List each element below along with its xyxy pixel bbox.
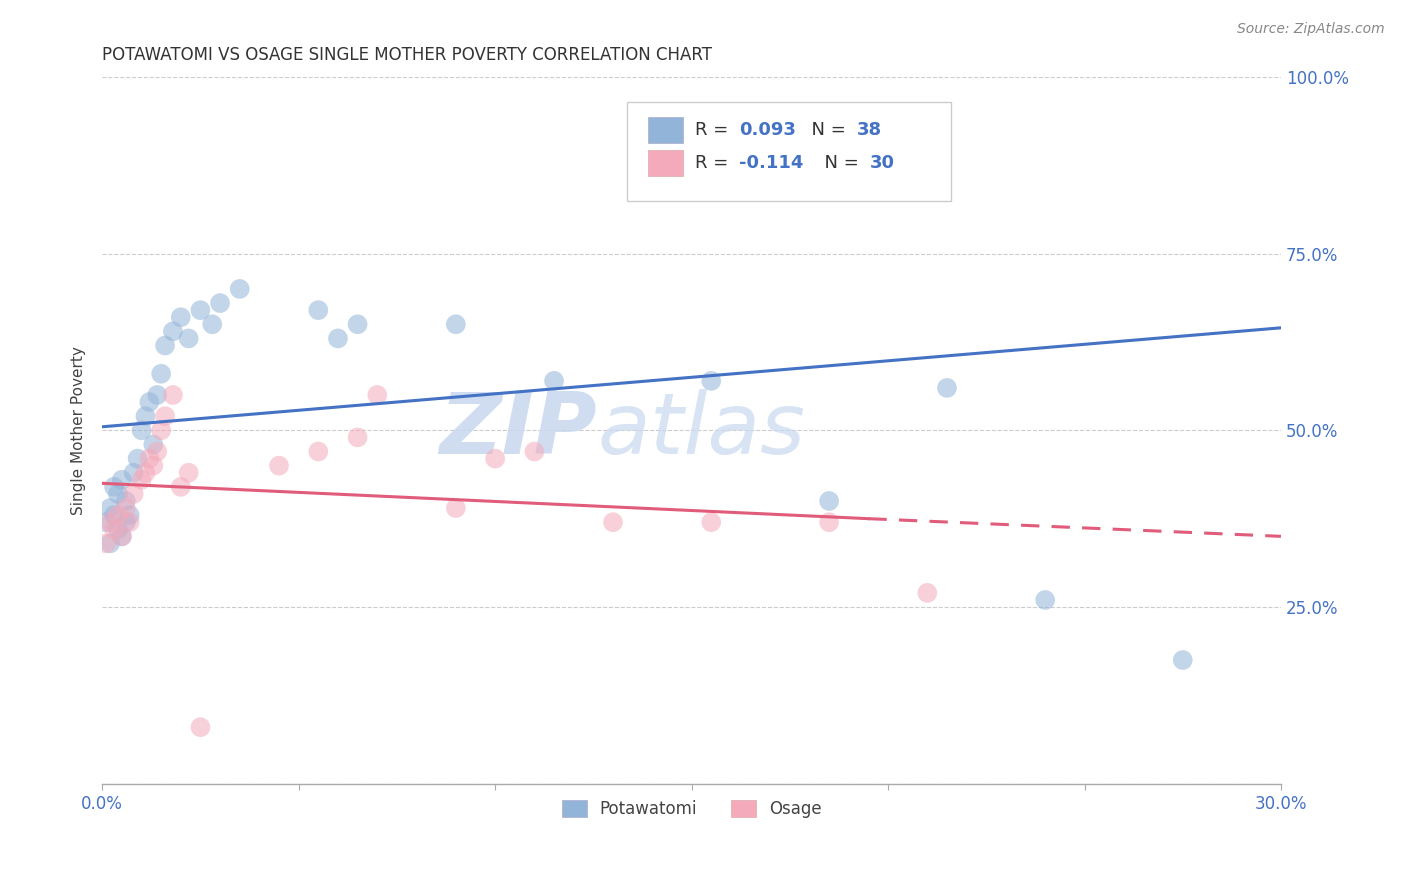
Point [523,444,546,458]
Point [150,423,173,437]
Text: POTAWATOMI VS OSAGE SINGLE MOTHER POVERTY CORRELATION CHART: POTAWATOMI VS OSAGE SINGLE MOTHER POVERT… [103,46,713,64]
Point [142,437,165,451]
Point [94,536,117,550]
Point [138,395,160,409]
Point [177,331,200,345]
Point [103,508,125,523]
Point [201,318,224,332]
Legend: Potawatomi, Osage: Potawatomi, Osage [555,793,828,825]
Point [94,515,117,529]
Point [111,529,134,543]
Text: R =: R = [695,154,734,172]
Point [111,529,134,543]
Point [170,310,193,325]
Point [118,508,141,523]
Point [98,515,121,529]
Point [346,318,368,332]
Point [118,515,141,529]
Text: 0.093: 0.093 [738,121,796,139]
Point [700,515,723,529]
Point [602,515,624,529]
Point [146,444,169,458]
Point [153,409,176,424]
Text: R =: R = [695,121,734,139]
Point [127,451,149,466]
FancyBboxPatch shape [648,117,683,143]
FancyBboxPatch shape [648,151,683,176]
Text: ZIP: ZIP [440,389,598,472]
Point [346,430,368,444]
Point [229,282,252,296]
Point [131,473,153,487]
Point [307,444,329,458]
Point [153,338,176,352]
Text: N =: N = [813,154,865,172]
Point [103,480,125,494]
Point [107,522,129,536]
Point [444,318,467,332]
Point [98,536,121,550]
Point [1171,653,1194,667]
Point [98,501,121,516]
Point [818,494,841,508]
Point [114,494,136,508]
Point [209,296,232,310]
Point [917,586,939,600]
Text: 38: 38 [856,121,882,139]
Point [142,458,165,473]
Point [170,480,193,494]
Point [114,501,136,516]
Text: -0.114: -0.114 [738,154,803,172]
Point [484,451,506,466]
FancyBboxPatch shape [627,102,950,201]
Point [107,508,129,523]
Point [444,501,467,516]
Point [107,487,129,501]
Point [162,388,184,402]
Point [818,515,841,529]
Point [307,303,329,318]
Point [134,466,156,480]
Point [111,473,134,487]
Point [267,458,290,473]
Point [131,423,153,437]
Point [177,466,200,480]
Point [146,388,169,402]
Point [138,451,160,466]
Text: Source: ZipAtlas.com: Source: ZipAtlas.com [1237,22,1385,37]
Point [936,381,959,395]
Point [543,374,565,388]
Text: N =: N = [800,121,852,139]
Point [122,487,145,501]
Point [366,388,388,402]
Text: atlas: atlas [598,389,806,472]
Point [190,720,212,734]
Point [1033,593,1056,607]
Point [326,331,349,345]
Point [150,367,173,381]
Point [700,374,723,388]
Point [122,466,145,480]
Point [103,522,125,536]
Text: 30: 30 [869,154,894,172]
Point [134,409,156,424]
Point [162,324,184,338]
Y-axis label: Single Mother Poverty: Single Mother Poverty [72,346,86,515]
Point [190,303,212,318]
Point [114,515,136,529]
